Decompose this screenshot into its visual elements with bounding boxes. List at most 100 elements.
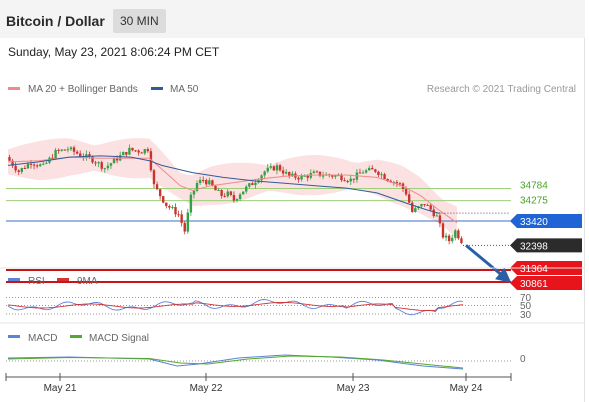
candle-body: [122, 152, 125, 156]
candle-body: [374, 169, 377, 172]
rsi-level-50: 50: [520, 301, 532, 312]
candle-body: [441, 223, 445, 238]
price-label-box: [510, 214, 582, 228]
candle-body: [180, 214, 183, 223]
candle-body: [383, 174, 386, 180]
candle-body: [69, 147, 73, 150]
candle-body: [137, 150, 140, 153]
candle-body: [278, 165, 282, 171]
macd-legend-swatch: [8, 335, 20, 338]
macd-legend: MACD MACD Signal: [8, 333, 149, 344]
time-axis-label: May 21: [44, 383, 77, 394]
candle-body: [39, 164, 42, 167]
candle-body: [112, 158, 116, 164]
candle-body: [364, 170, 368, 173]
candle-body: [91, 156, 94, 163]
candle-body: [426, 204, 429, 206]
candle-body: [420, 204, 423, 207]
macd-signal-line: [7, 355, 464, 369]
candle-body: [186, 212, 190, 232]
rsi-legend: RSI 9MA: [8, 276, 98, 287]
candle-body: [331, 175, 334, 177]
rsi-9ma-legend-swatch: [57, 278, 69, 281]
price-legend: MA 20 + Bollinger Bands MA 50: [8, 84, 199, 95]
candle-body: [183, 222, 186, 232]
candle-body: [429, 205, 432, 210]
candle-body: [377, 171, 380, 176]
ma50-legend-swatch: [151, 87, 163, 90]
candle-body: [174, 207, 177, 215]
price-level-labels: 34784 34275 33420 32398 31364 30861: [510, 180, 582, 291]
candle-body: [334, 175, 337, 177]
candle-body: [281, 170, 285, 174]
candle-body: [315, 171, 319, 173]
candle-body: [349, 178, 352, 182]
ma20-legend-label: MA 20 + Bollinger Bands: [28, 84, 138, 95]
candle-body: [131, 147, 134, 151]
candle-body: [57, 149, 60, 151]
candle-body: [411, 202, 414, 212]
candle-body: [109, 163, 113, 166]
candle-body: [284, 171, 288, 174]
candle-body: [432, 209, 435, 217]
candle-body: [11, 160, 14, 166]
price-label-31364: 31364: [520, 264, 548, 275]
candle-body: [17, 170, 20, 172]
candle-body: [235, 199, 239, 201]
candle-body: [85, 154, 88, 158]
candle-body: [460, 238, 463, 244]
candle-body: [423, 204, 426, 206]
candle-body: [97, 162, 100, 164]
candle-body: [380, 174, 383, 176]
candle-body: [26, 163, 30, 169]
candle-body: [300, 175, 303, 180]
candle-body: [263, 171, 266, 176]
price-label-30861: 30861: [520, 279, 548, 290]
time-axis-label: May 22: [190, 383, 223, 394]
price-level-lines: [6, 187, 511, 284]
candle-body: [162, 196, 165, 203]
macd-zero-label: 0: [520, 354, 526, 365]
candle-body: [32, 164, 36, 166]
candle-body: [177, 214, 180, 216]
candle-body: [208, 180, 211, 185]
candle-body: [407, 194, 411, 203]
research-credit: Research © 2021 Trading Central: [427, 84, 576, 95]
forecast-arrow-group: [463, 244, 512, 283]
timeframe-badge[interactable]: 30 MIN: [113, 9, 166, 33]
ma20-legend-swatch: [8, 87, 20, 90]
candle-body: [251, 183, 254, 186]
candle-body: [51, 157, 54, 159]
candle-body: [100, 162, 103, 169]
time-axis-label: May 23: [337, 383, 370, 394]
candle-body: [106, 165, 110, 169]
ma50-line: [7, 155, 439, 214]
candle-body: [72, 147, 76, 152]
candle-body: [392, 182, 395, 184]
candle-body: [115, 158, 119, 161]
candle-body: [306, 175, 309, 178]
candle-body: [140, 152, 143, 154]
candle-body: [146, 149, 150, 152]
candle-body: [367, 168, 371, 171]
price-label-box: [510, 276, 582, 291]
candle-body: [75, 151, 79, 154]
candle-body: [260, 175, 263, 181]
candle-body: [223, 195, 226, 197]
candle-body: [155, 184, 159, 190]
candle-body: [297, 177, 300, 180]
candle-body: [275, 165, 279, 171]
candle-body: [321, 175, 325, 177]
rsi-9ma-legend-label: 9MA: [77, 276, 98, 287]
candle-body: [158, 189, 162, 197]
price-label-33420: 33420: [520, 217, 548, 228]
ma50-legend-label: MA 50: [170, 84, 199, 95]
candle-body: [205, 180, 208, 185]
rsi-legend-swatch: [8, 278, 20, 281]
candle-body: [214, 185, 217, 191]
candle-body: [8, 157, 11, 161]
chart-panel: [0, 38, 585, 402]
rsi-level-70: 70: [520, 293, 532, 304]
macd-signal-legend-label: MACD Signal: [89, 333, 149, 344]
